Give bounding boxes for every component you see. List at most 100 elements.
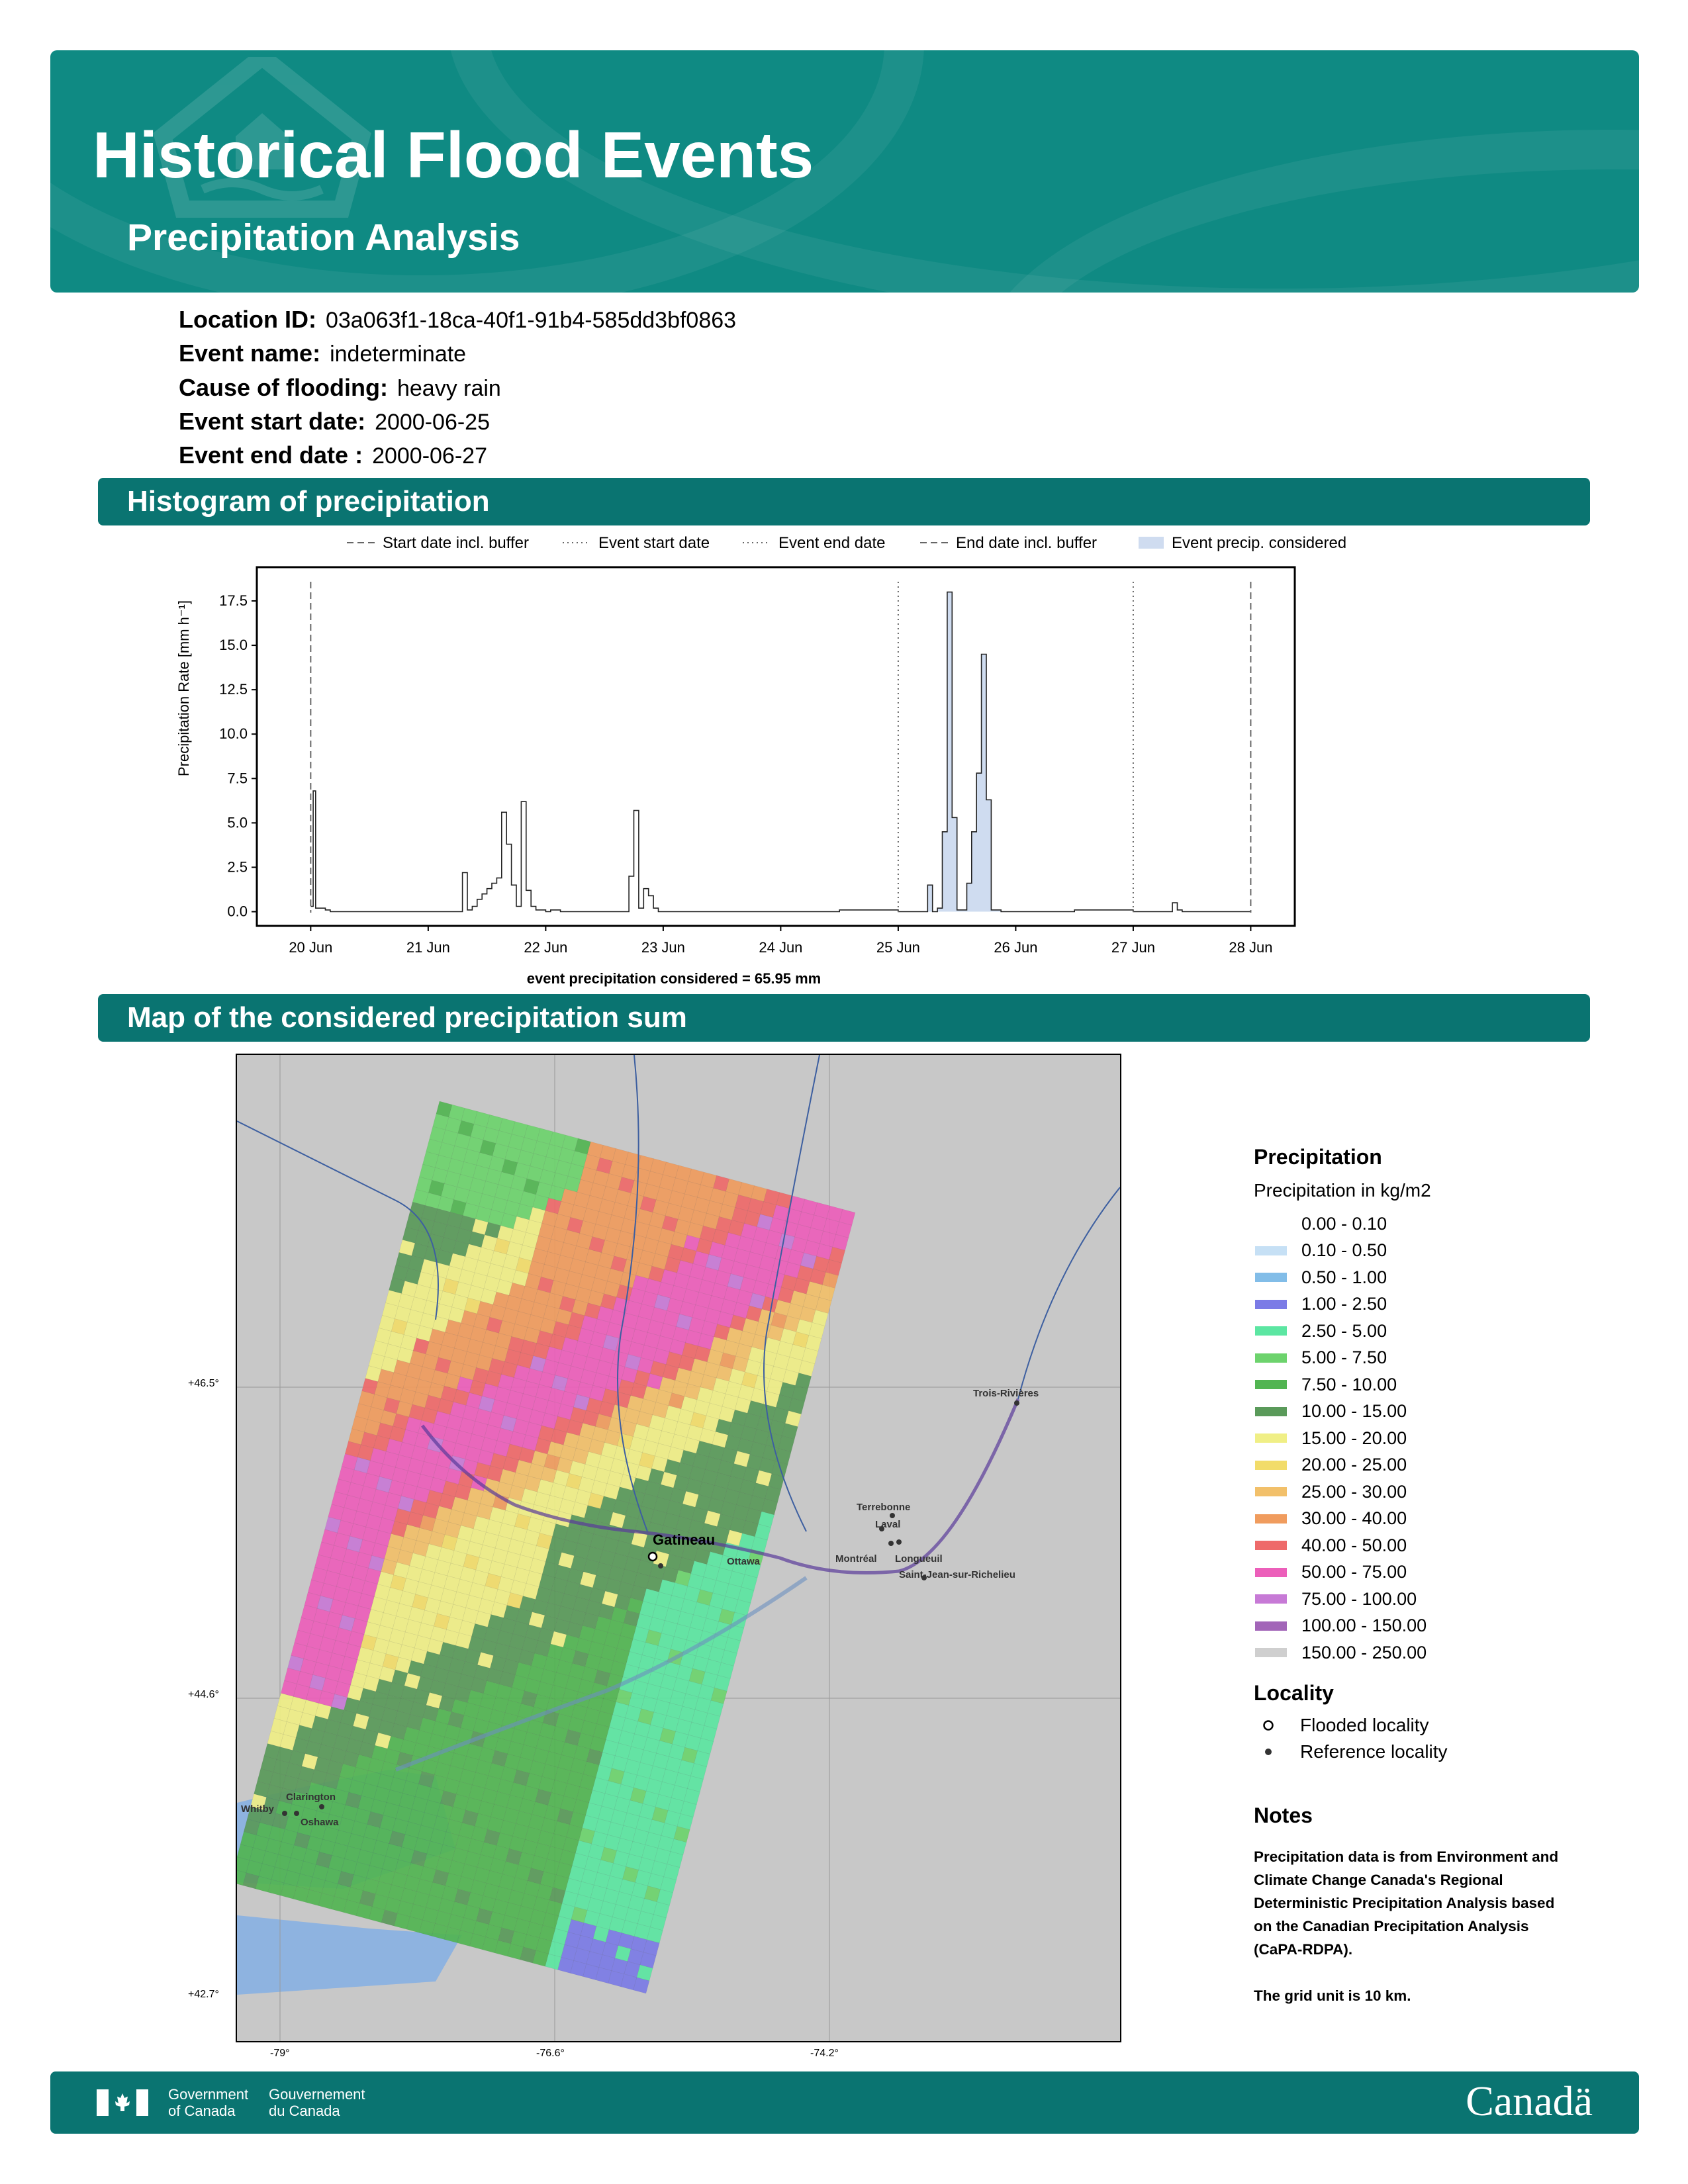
svg-text:Longueuil: Longueuil <box>895 1553 943 1565</box>
legend-class-row: 20.00 - 25.00 <box>1254 1452 1611 1479</box>
event-end-value: 2000-06-27 <box>372 443 487 469</box>
legend-entry-0: Start date incl. buffer <box>347 534 529 552</box>
legend-fill-swatch <box>1139 537 1164 549</box>
flooded-locality-marker-icon <box>1254 1719 1283 1731</box>
page-footer: Government of Canada Gouvernement du Can… <box>50 2071 1639 2134</box>
canada-wordmark: Canadä <box>1466 2077 1593 2124</box>
x-tick-label: 20 Jun <box>289 939 332 956</box>
government-of-canada-fr: Gouvernement du Canada <box>269 2086 365 2119</box>
legend-class-row: 40.00 - 50.00 <box>1254 1532 1611 1559</box>
legend-color-swatch <box>1255 1299 1287 1309</box>
legend-color-swatch <box>1255 1567 1287 1577</box>
location-id-value: 03a063f1-18ca-40f1-91b4-585dd3bf0863 <box>325 308 737 333</box>
y-tick-label: 7.5 <box>227 770 248 786</box>
svg-text:Montréal: Montréal <box>835 1553 877 1565</box>
precipitation-histogram: Start date incl. buffer Event start date E… <box>175 534 1346 987</box>
event-start-row: Event start date: 2000-06-25 <box>179 408 490 435</box>
legend-color-swatch <box>1255 1514 1287 1524</box>
government-of-canada-en: Government of Canada <box>168 2086 248 2119</box>
svg-text:Whitby: Whitby <box>241 1803 275 1815</box>
plot-frame <box>256 566 1296 927</box>
location-id-label: Location ID: <box>179 306 316 333</box>
legend-class-row: 15.00 - 20.00 <box>1254 1425 1611 1452</box>
legend-color-swatch <box>1255 1433 1287 1443</box>
river-north-1 <box>617 1055 648 1532</box>
locality-oshawa[interactable]: Oshawa <box>294 1811 339 1828</box>
x-tick-label: 22 Jun <box>524 939 567 956</box>
legend-color-swatch <box>1255 1380 1287 1390</box>
notes-line: (CaPA-RDPA). <box>1254 1940 1353 1958</box>
grid-unit-note: The grid unit is 10 km. <box>1254 1987 1411 2004</box>
legend-entry-1: Event start date <box>563 534 710 552</box>
locality-gatineau[interactable]: Gatineau <box>647 1531 715 1562</box>
event-name-label: Event name: <box>179 340 321 367</box>
histogram-y-axis: 0.0 2.5 5.0 7.5 10.0 12.5 15.0 17.5 <box>219 592 257 920</box>
svg-text:Terrebonne: Terrebonne <box>857 1502 910 1513</box>
legend-flooded-locality: Flooded locality <box>1254 1712 1611 1739</box>
legend-class-label: 150.00 - 250.00 <box>1301 1642 1427 1662</box>
legend-color-swatch <box>1255 1594 1287 1604</box>
map-canvas: Gatineau Ottawa Terrebonne Laval Montréa… <box>237 1055 1120 2041</box>
legend-class-row: 0.10 - 0.50 <box>1254 1238 1611 1265</box>
legend-subtitle: Precipitation in kg/m2 <box>1254 1180 1431 1201</box>
legend-label: Event precip. considered <box>1172 534 1346 552</box>
legend-class-label: 100.00 - 150.00 <box>1301 1615 1427 1636</box>
lat-label-42-7: +42.7° <box>188 1989 219 2000</box>
legend-color-swatch <box>1255 1621 1287 1631</box>
legend-color-swatch <box>1255 1648 1287 1658</box>
event-name-value: indeterminate <box>330 341 467 367</box>
y-tick-label: 5.0 <box>227 814 248 831</box>
locality-longueuil[interactable]: Longueuil <box>895 1539 943 1565</box>
canada-flag-icon <box>97 2089 148 2116</box>
legend-class-label: 5.00 - 7.50 <box>1301 1347 1387 1368</box>
locality-montreal[interactable]: Montréal <box>835 1541 894 1565</box>
notes-line: Precipitation data is from Environment a… <box>1254 1848 1559 1865</box>
legend-class-row: 75.00 - 100.00 <box>1254 1586 1611 1613</box>
locality-terrebonne[interactable]: Terrebonne <box>857 1502 910 1518</box>
legend-color-swatch <box>1255 1406 1287 1416</box>
locality-trois-rivieres[interactable]: Trois-Rivières <box>973 1388 1039 1406</box>
locality-clarington[interactable]: Clarington <box>286 1792 336 1809</box>
notes-line: on the Canadian Precipitation Analysis <box>1254 1917 1529 1934</box>
legend-entry-4: Event precip. considered <box>1139 534 1346 552</box>
event-precip-fill <box>898 592 1016 912</box>
legend-class-row: 5.00 - 7.50 <box>1254 1345 1611 1372</box>
notes-line: Climate Change Canada's Regional <box>1254 1871 1503 1888</box>
legend-class-row: 1.00 - 2.50 <box>1254 1291 1611 1318</box>
legend-color-swatch <box>1255 1273 1287 1283</box>
histogram-section-header: Histogram of precipitation <box>98 478 1590 525</box>
flooded-locality-label: Flooded locality <box>1300 1714 1429 1735</box>
legend-reference-locality: Reference locality <box>1254 1739 1611 1765</box>
y-tick-label: 0.0 <box>227 903 248 920</box>
legend-class-label: 0.00 - 0.10 <box>1301 1213 1387 1234</box>
river-west <box>237 1120 439 1320</box>
event-start-label: Event start date: <box>179 408 366 435</box>
svg-text:Trois-Rivières: Trois-Rivières <box>973 1388 1039 1399</box>
locality-ottawa[interactable]: Ottawa <box>658 1556 761 1569</box>
x-tick-label: 25 Jun <box>876 939 920 956</box>
lon-label-79: -79° <box>270 2048 290 2059</box>
histogram-plot-area <box>256 566 1296 927</box>
lon-label-76-6: -76.6° <box>536 2048 565 2059</box>
location-id-row: Location ID: 03a063f1-18ca-40f1-91b4-585d… <box>179 306 736 334</box>
histogram-y-axis-label: Precipitation Rate [mm h⁻¹] <box>175 600 192 776</box>
flood-cause-value: heavy rain <box>397 376 501 401</box>
precipitation-grid <box>237 1101 856 1994</box>
locality-laval[interactable]: Laval <box>875 1519 900 1531</box>
precipitation-map[interactable]: Gatineau Ottawa Terrebonne Laval Montréa… <box>236 1054 1121 2042</box>
legend-class-row: 30.00 - 40.00 <box>1254 1506 1611 1533</box>
page-header <box>50 50 1639 293</box>
legend-color-swatch <box>1255 1487 1287 1497</box>
legend-class-list: 0.00 - 0.10 0.10 - 0.50 0.50 - 1.00 1.00 - … <box>1254 1210 1611 1666</box>
legend-class-label: 1.00 - 2.50 <box>1301 1294 1387 1314</box>
lat-label-44-6: +44.6° <box>188 1689 219 1700</box>
legend-class-row: 25.00 - 30.00 <box>1254 1479 1611 1506</box>
legend-label: Event end date <box>778 534 885 552</box>
legend-class-label: 75.00 - 100.00 <box>1301 1588 1417 1609</box>
x-tick-label: 27 Jun <box>1111 939 1155 956</box>
legend-label: Start date incl. buffer <box>383 534 529 552</box>
svg-text:Ottawa: Ottawa <box>727 1556 761 1567</box>
map-section-header: Map of the considered precipitation sum <box>98 994 1590 1042</box>
locality-saint-jean-sur-richelieu[interactable]: Saint-Jean-sur-Richelieu <box>899 1569 1015 1580</box>
locality-whitby[interactable]: Whitby <box>241 1803 287 1816</box>
